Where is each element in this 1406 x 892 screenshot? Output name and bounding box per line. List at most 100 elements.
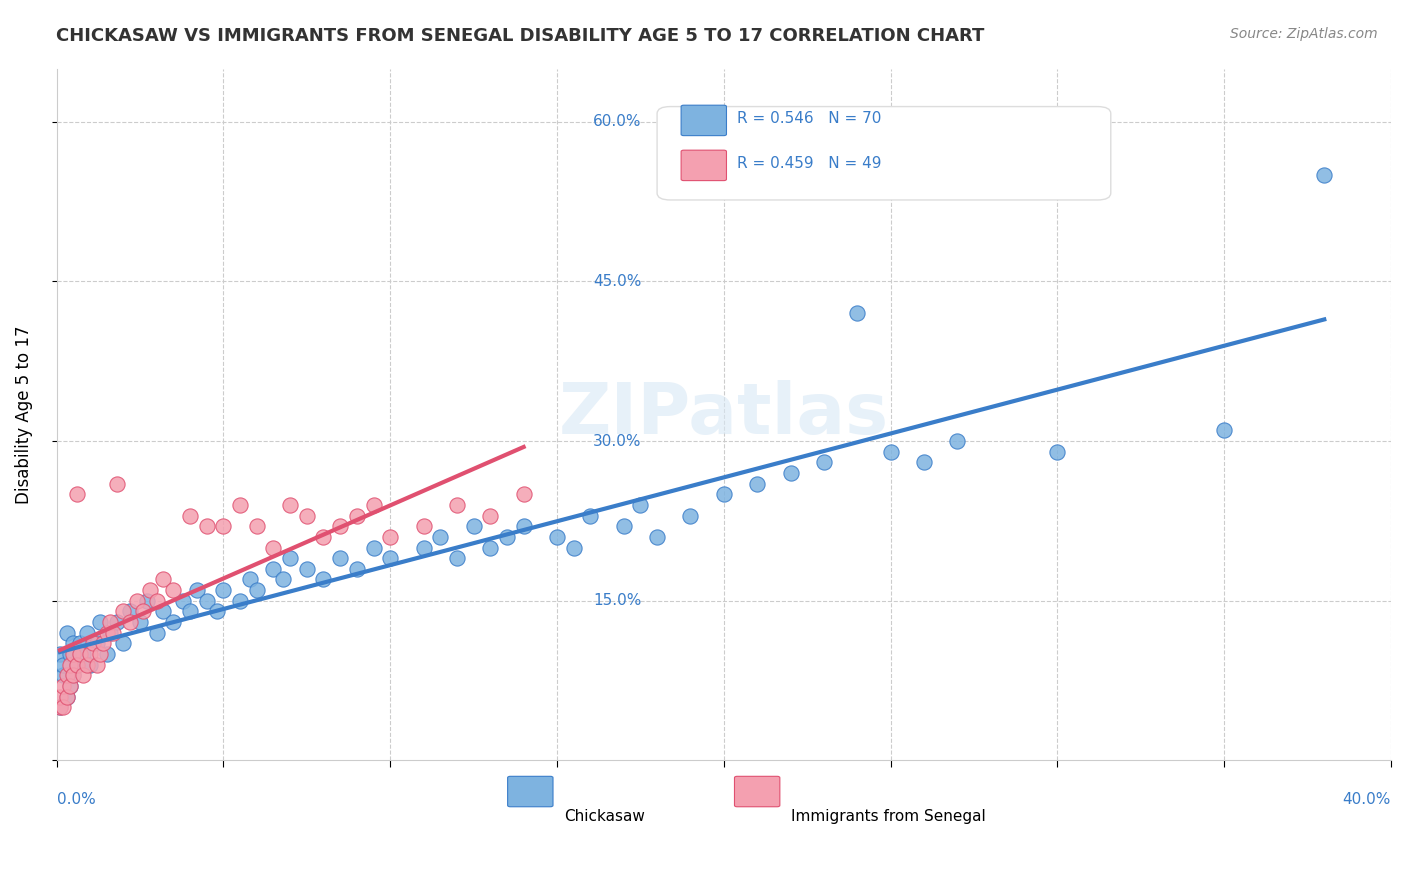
Point (69, 636, 91, 650)
Point (1213, 424, 1236, 438)
Point (186, 583, 208, 598)
Point (132, 604, 155, 618)
Point (105, 615, 128, 629)
Point (363, 541, 385, 555)
Text: R = 0.546   N = 70: R = 0.546 N = 70 (737, 111, 882, 126)
Text: R = 0.459   N = 49: R = 0.459 N = 49 (737, 156, 882, 171)
Point (89, 615, 111, 629)
Point (162, 615, 184, 629)
Point (86, 657, 108, 672)
Point (172, 593, 194, 607)
Point (62, 668, 84, 682)
Point (946, 434, 969, 448)
Point (295, 508, 318, 523)
Point (412, 541, 434, 555)
Point (62, 636, 84, 650)
Point (52, 668, 75, 682)
Text: 60.0%: 60.0% (593, 114, 641, 129)
Point (412, 519, 434, 533)
Point (96, 647, 118, 661)
Point (679, 508, 702, 523)
Point (312, 573, 335, 587)
Point (273, 573, 295, 587)
Point (363, 498, 385, 512)
Point (59, 657, 82, 672)
Point (49, 700, 72, 714)
Point (152, 573, 174, 587)
Point (98, 625, 121, 640)
Point (496, 530, 519, 544)
Point (59, 679, 82, 693)
Point (1313, 168, 1336, 182)
Point (55, 668, 77, 682)
Point (139, 583, 162, 598)
Point (96, 625, 118, 640)
Point (135, 593, 157, 607)
Point (212, 519, 235, 533)
Text: Chickasaw: Chickasaw (564, 809, 644, 824)
Point (162, 583, 184, 598)
Point (86, 636, 108, 650)
Point (55, 690, 77, 704)
Point (713, 487, 735, 501)
Point (65, 657, 87, 672)
Point (346, 562, 368, 576)
Text: CHICKASAW VS IMMIGRANTS FROM SENEGAL DISABILITY AGE 5 TO 17 CORRELATION CHART: CHICKASAW VS IMMIGRANTS FROM SENEGAL DIS… (56, 27, 984, 45)
FancyBboxPatch shape (681, 150, 727, 180)
Point (72, 647, 94, 661)
Point (179, 604, 201, 618)
Point (129, 615, 152, 629)
Point (278, 551, 301, 566)
Point (52, 657, 75, 672)
Point (152, 604, 174, 618)
Point (65, 487, 87, 501)
Text: 30.0%: 30.0% (593, 434, 641, 449)
Point (380, 551, 402, 566)
Point (239, 573, 262, 587)
FancyBboxPatch shape (508, 776, 553, 806)
Point (212, 583, 235, 598)
Point (312, 530, 335, 544)
Point (246, 583, 269, 598)
Point (79, 647, 101, 661)
Point (59, 679, 82, 693)
Y-axis label: Disability Age 5 to 17: Disability Age 5 to 17 (15, 326, 32, 504)
Point (879, 444, 901, 458)
Point (446, 498, 468, 512)
Point (179, 508, 201, 523)
Point (145, 625, 167, 640)
Point (76, 657, 98, 672)
Point (246, 519, 269, 533)
Point (346, 508, 368, 523)
Text: 45.0%: 45.0% (593, 274, 641, 289)
Point (55, 690, 77, 704)
Point (118, 615, 141, 629)
Point (645, 530, 668, 544)
Point (479, 508, 502, 523)
Point (112, 636, 135, 650)
Point (112, 604, 135, 618)
Point (89, 647, 111, 661)
Point (118, 604, 141, 618)
FancyBboxPatch shape (657, 106, 1111, 200)
Point (49, 700, 72, 714)
Text: 40.0%: 40.0% (1343, 791, 1391, 806)
Point (59, 647, 82, 661)
Text: 15.0%: 15.0% (593, 593, 641, 608)
Point (846, 306, 869, 320)
Point (579, 508, 602, 523)
Text: Source: ZipAtlas.com: Source: ZipAtlas.com (1230, 27, 1378, 41)
Point (479, 541, 502, 555)
Text: Immigrants from Senegal: Immigrants from Senegal (790, 809, 986, 824)
Text: ZIPatlas: ZIPatlas (558, 380, 889, 449)
Point (813, 455, 835, 469)
Point (72, 668, 94, 682)
Point (229, 498, 252, 512)
Point (278, 498, 301, 512)
Point (262, 541, 284, 555)
Point (295, 562, 318, 576)
Point (205, 604, 228, 618)
Point (125, 593, 148, 607)
Point (82, 636, 104, 650)
Point (103, 625, 125, 640)
